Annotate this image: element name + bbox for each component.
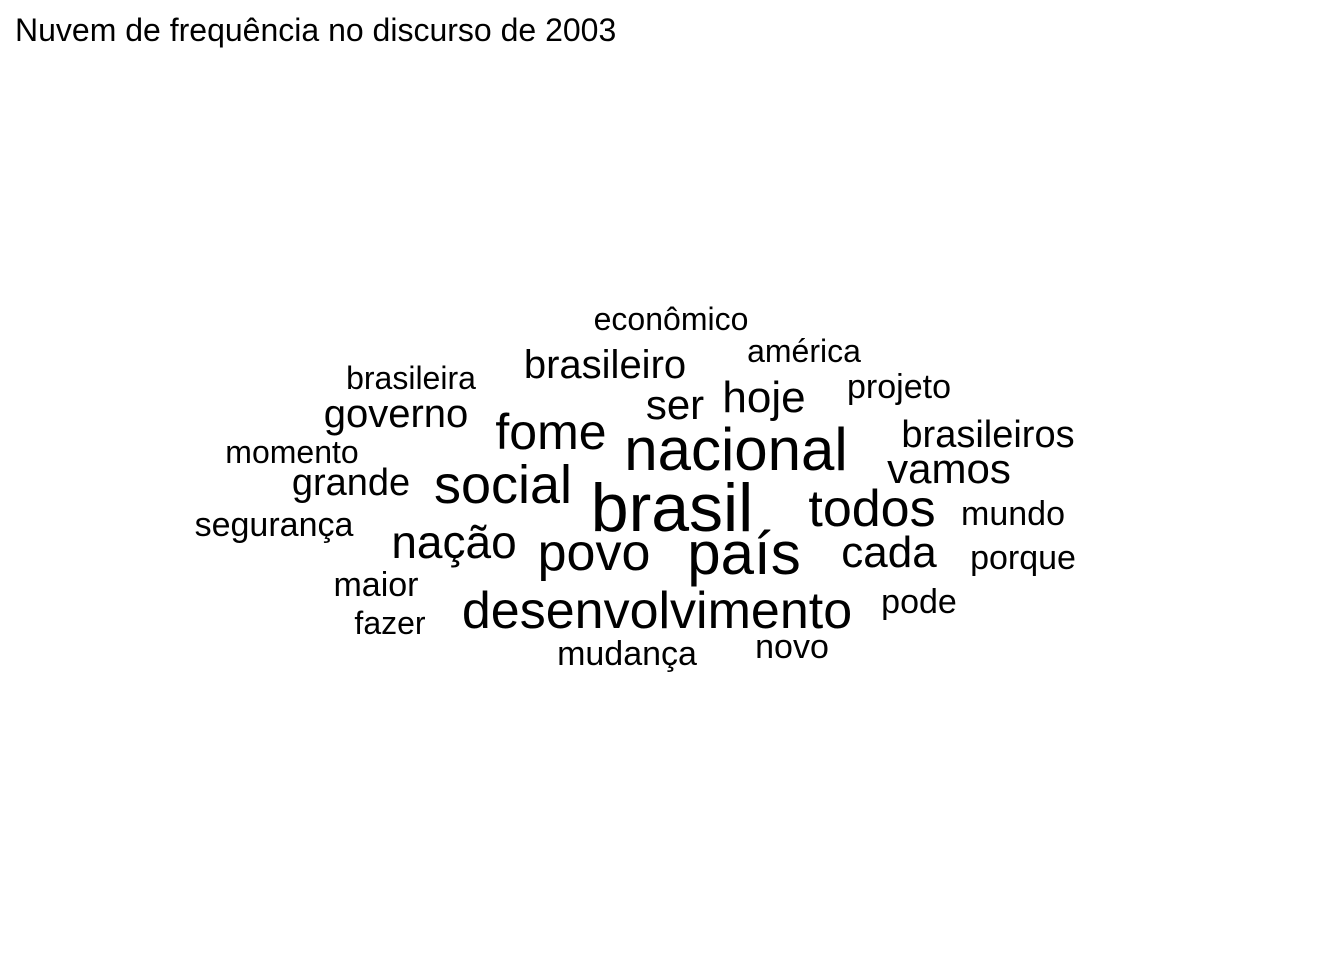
word-social: social	[433, 455, 573, 515]
word-cada: cada	[841, 528, 937, 577]
word-projeto: projeto	[847, 368, 951, 406]
word-governo: governo	[323, 392, 469, 436]
word-grande: grande	[291, 462, 411, 504]
chart-title: Nuvem de frequência no discurso de 2003	[15, 12, 617, 48]
word-nação: nação	[391, 516, 517, 568]
word-desenvolvimento: desenvolvimento	[461, 582, 853, 640]
word-brasil: brasil	[590, 470, 754, 546]
word-vamos: vamos	[887, 445, 1011, 492]
word-porque: porque	[970, 539, 1076, 577]
word-hoje: hoje	[722, 373, 806, 422]
word-maior: maior	[333, 566, 419, 604]
word-mundo: mundo	[961, 495, 1065, 533]
word-brasileiros: brasileiros	[901, 414, 1075, 456]
word-nacional: nacional	[624, 416, 848, 483]
word-momento: momento	[225, 434, 359, 470]
word-mudança: mudança	[557, 635, 697, 673]
word-américa: américa	[747, 333, 861, 369]
word-todos: todos	[808, 480, 936, 538]
word-país: país	[687, 520, 801, 587]
word-novo: novo	[755, 628, 829, 666]
word-fazer: fazer	[354, 605, 426, 641]
word-brasileira: brasileira	[346, 360, 476, 396]
word-segurança: segurança	[194, 506, 354, 544]
word-econômico: econômico	[593, 301, 749, 337]
word-fome: fome	[495, 404, 607, 460]
word-ser: ser	[645, 381, 705, 428]
word-brasileiro: brasileiro	[523, 343, 687, 387]
word-povo: povo	[537, 524, 651, 582]
word-pode: pode	[881, 583, 957, 621]
